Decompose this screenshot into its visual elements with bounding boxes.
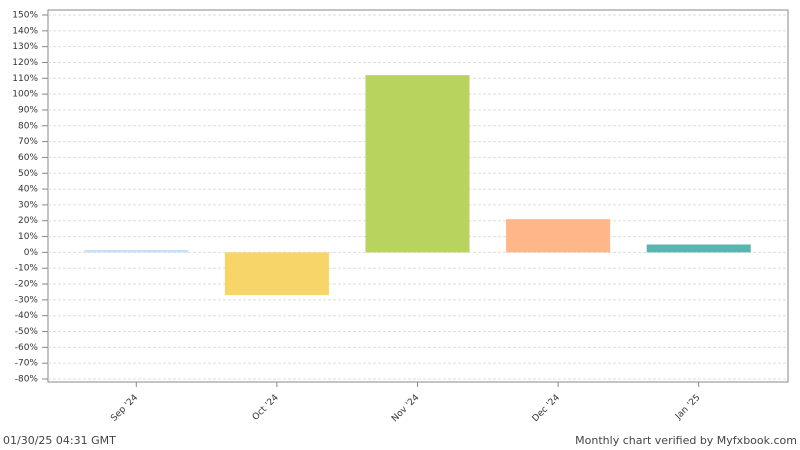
x-tick-label: Jan '25 bbox=[673, 393, 702, 422]
y-tick-label: 30% bbox=[18, 200, 38, 210]
y-tick-label: 110% bbox=[12, 74, 38, 84]
y-tick-label: 130% bbox=[12, 42, 38, 52]
bar bbox=[224, 252, 329, 296]
y-tick-label: 60% bbox=[18, 153, 38, 163]
y-tick-label: 70% bbox=[18, 137, 38, 147]
y-tick-label: 0% bbox=[24, 248, 39, 258]
x-tick-label: Oct '24 bbox=[251, 393, 281, 423]
y-tick-label: 150% bbox=[12, 11, 38, 21]
y-tick-label: 120% bbox=[12, 58, 38, 68]
y-tick-label: 140% bbox=[12, 26, 38, 36]
verification-note: Monthly chart verified by Myfxbook.com bbox=[575, 434, 797, 447]
y-tick-label: -70% bbox=[15, 359, 39, 369]
y-tick-label: 100% bbox=[12, 90, 38, 100]
bar bbox=[506, 219, 611, 253]
y-tick-label: 40% bbox=[18, 185, 38, 195]
y-tick-label: -80% bbox=[15, 375, 39, 385]
x-tick-label: Dec '24 bbox=[531, 393, 562, 424]
y-tick-label: 10% bbox=[18, 232, 38, 242]
x-tick-label: Sep '24 bbox=[109, 393, 140, 424]
y-tick-label: -20% bbox=[15, 280, 39, 290]
y-tick-label: 90% bbox=[18, 105, 38, 115]
y-tick-label: -50% bbox=[15, 327, 39, 337]
y-tick-label: -10% bbox=[15, 264, 39, 274]
y-tick-label: 20% bbox=[18, 216, 38, 226]
y-tick-label: 80% bbox=[18, 121, 38, 131]
bar bbox=[646, 244, 751, 253]
bar bbox=[365, 75, 470, 253]
y-tick-label: 50% bbox=[18, 169, 38, 179]
x-tick-label: Nov '24 bbox=[390, 393, 422, 425]
y-tick-label: -40% bbox=[15, 311, 39, 321]
y-tick-label: -60% bbox=[15, 343, 39, 353]
y-tick-label: -30% bbox=[15, 295, 39, 305]
timestamp: 01/30/25 04:31 GMT bbox=[3, 434, 116, 447]
bar bbox=[84, 250, 189, 253]
